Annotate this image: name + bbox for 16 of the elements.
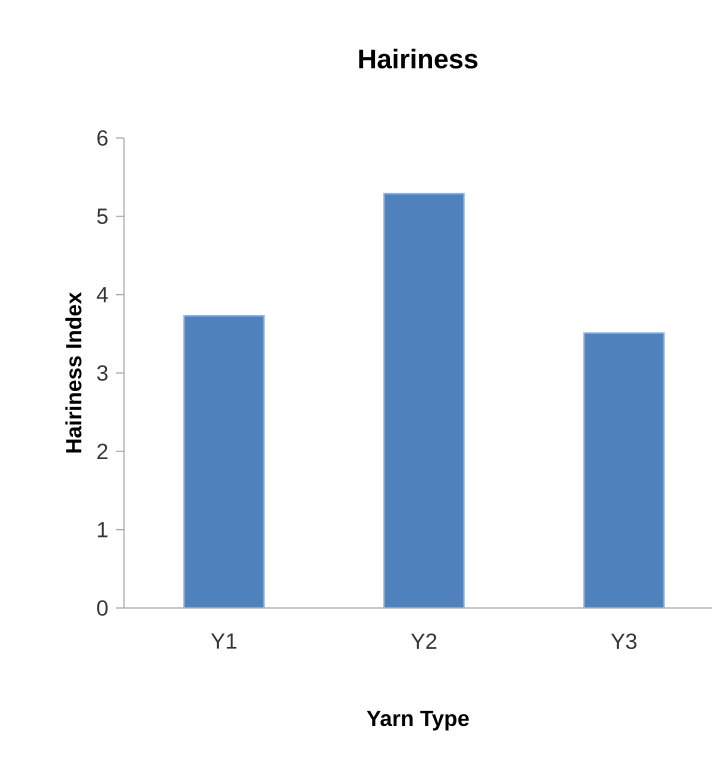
y-tick-label: 5: [97, 208, 108, 224]
y-tick-label: 1: [98, 522, 108, 538]
bar: [183, 315, 265, 608]
x-tick-label: Y1: [211, 634, 236, 649]
bar: [583, 332, 665, 608]
x-axis-title: Yarn Type: [366, 710, 469, 730]
chart-title: Hairiness: [359, 48, 478, 68]
y-tick-label: 2: [97, 444, 108, 459]
y-tick-label: 4: [96, 287, 108, 302]
x-tick-label: Y3: [611, 634, 636, 650]
y-axis-title: Hairiness Index: [65, 292, 82, 453]
y-tick-label: 6: [97, 130, 108, 146]
y-tick-label: 0: [97, 600, 108, 616]
y-tick-label: 3: [97, 365, 108, 381]
x-tick-label: Y2: [411, 634, 436, 649]
bar: [383, 192, 465, 608]
